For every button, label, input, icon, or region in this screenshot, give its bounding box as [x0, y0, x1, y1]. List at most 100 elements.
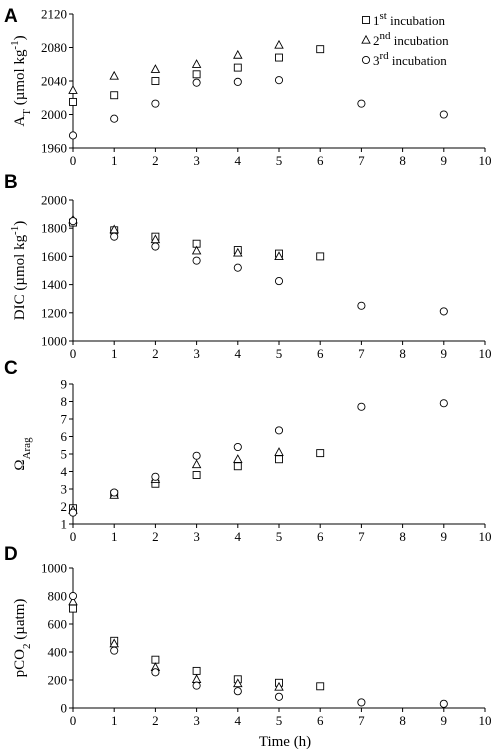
x-tick-label: 9	[441, 153, 448, 168]
y-axis-label-sup: -1	[9, 226, 21, 235]
y-tick-label: 8	[61, 394, 68, 409]
x-tick-label: 6	[317, 346, 324, 361]
y-tick-label: 800	[48, 589, 68, 604]
series-triangle	[68, 447, 284, 514]
data-point-square	[233, 63, 242, 72]
data-point-square	[316, 45, 325, 54]
y-tick-label: 9	[61, 377, 68, 392]
x-tick-label: 0	[70, 529, 77, 544]
data-point-circle	[110, 488, 119, 497]
y-axis-label-rest: (µmol kg	[12, 49, 28, 109]
y-tick-label: 2	[61, 499, 68, 514]
data-point-triangle	[109, 70, 119, 80]
y-tick-label: 3	[61, 482, 68, 497]
x-tick-label: 8	[399, 713, 406, 728]
x-tick-label: 9	[441, 713, 448, 728]
series-triangle	[68, 596, 284, 691]
legend-label: 2nd incubation	[373, 30, 449, 48]
x-tick-label: 8	[399, 346, 406, 361]
x-tick-label: 0	[70, 713, 77, 728]
x-tick-label: 1	[111, 153, 118, 168]
x-tick-label: 3	[193, 346, 200, 361]
y-tick-label: 600	[48, 617, 68, 632]
data-point-square	[316, 252, 325, 261]
series-triangle	[68, 39, 284, 94]
x-tick-label: 2	[152, 713, 159, 728]
data-point-circle	[151, 99, 160, 108]
y-axis-label-sub: 2	[21, 644, 33, 650]
x-tick-label: 3	[193, 529, 200, 544]
data-point-circle	[68, 508, 78, 517]
data-point-circle	[68, 131, 78, 140]
y-axis-label: ΩArag	[12, 437, 33, 471]
data-point-circle	[357, 99, 366, 108]
y-tick-label: 6	[61, 429, 68, 444]
y-axis-label-sup: -1	[9, 40, 21, 49]
x-tick-label: 7	[358, 346, 365, 361]
legend-label-ordinal: nd	[380, 30, 392, 42]
x-axis-label: Time (h)	[259, 734, 311, 750]
series-triangle	[68, 214, 284, 261]
panel-letter: A	[4, 6, 18, 27]
x-tick-label: 8	[399, 529, 406, 544]
y-tick-label: 4	[61, 464, 68, 479]
data-point-circle	[110, 114, 119, 123]
y-axis-label-sub: Arag	[21, 437, 33, 459]
x-tick-label: 10	[479, 713, 492, 728]
data-point-circle	[357, 301, 366, 310]
x-tick-label: 2	[152, 529, 159, 544]
data-point-circle	[274, 76, 284, 85]
series-circle	[68, 217, 448, 316]
data-point-circle	[192, 451, 201, 460]
x-tick-label: 5	[276, 153, 283, 168]
data-point-square	[316, 449, 325, 458]
x-tick-label: 0	[70, 153, 77, 168]
data-point-circle	[110, 232, 119, 241]
y-tick-label: 1960	[41, 141, 67, 156]
x-tick-label: 3	[193, 153, 200, 168]
data-point-triangle	[233, 247, 243, 257]
panel-letter: B	[4, 172, 18, 193]
y-axis-label: DIC (µmol kg-1)	[9, 221, 28, 320]
legend-label-ordinal: rd	[380, 50, 390, 62]
x-tick-label: 7	[358, 529, 365, 544]
x-tick-label: 10	[479, 346, 492, 361]
legend-label-text: incubation	[391, 33, 450, 48]
y-tick-label: 1600	[41, 249, 67, 264]
data-point-square	[151, 655, 160, 664]
y-tick-label: 7	[61, 412, 68, 427]
data-point-circle	[192, 256, 201, 265]
x-tick-label: 9	[441, 529, 448, 544]
data-point-triangle	[68, 85, 78, 94]
legend-label-number: 1	[373, 13, 380, 28]
y-tick-label: 1800	[41, 221, 67, 236]
data-point-circle	[151, 472, 160, 481]
x-tick-label: 7	[358, 153, 365, 168]
data-point-circle	[151, 242, 160, 251]
x-tick-label: 5	[276, 713, 283, 728]
data-point-circle	[233, 442, 242, 452]
y-tick-label: 2040	[41, 74, 67, 89]
legend-label-number: 2	[373, 33, 380, 48]
data-point-circle	[439, 110, 448, 119]
legend-entry: 3rd incubation	[361, 50, 447, 68]
x-tick-label: 10	[479, 529, 492, 544]
y-tick-label: 2120	[41, 7, 67, 22]
data-point-circle	[233, 263, 242, 272]
data-point-square	[316, 682, 325, 691]
data-point-square	[151, 77, 160, 85]
data-point-triangle	[191, 459, 202, 469]
data-point-circle	[233, 77, 242, 86]
data-point-triangle	[191, 245, 202, 255]
data-point-circle	[192, 681, 201, 690]
data-point-square	[275, 455, 283, 464]
x-tick-label: 2	[152, 346, 159, 361]
x-tick-label: 6	[317, 529, 324, 544]
y-axis-label-main: pCO	[12, 649, 28, 678]
x-tick-label: 1	[111, 713, 118, 728]
data-point-circle	[274, 426, 284, 435]
legend-entry: 1st incubation	[362, 10, 445, 28]
